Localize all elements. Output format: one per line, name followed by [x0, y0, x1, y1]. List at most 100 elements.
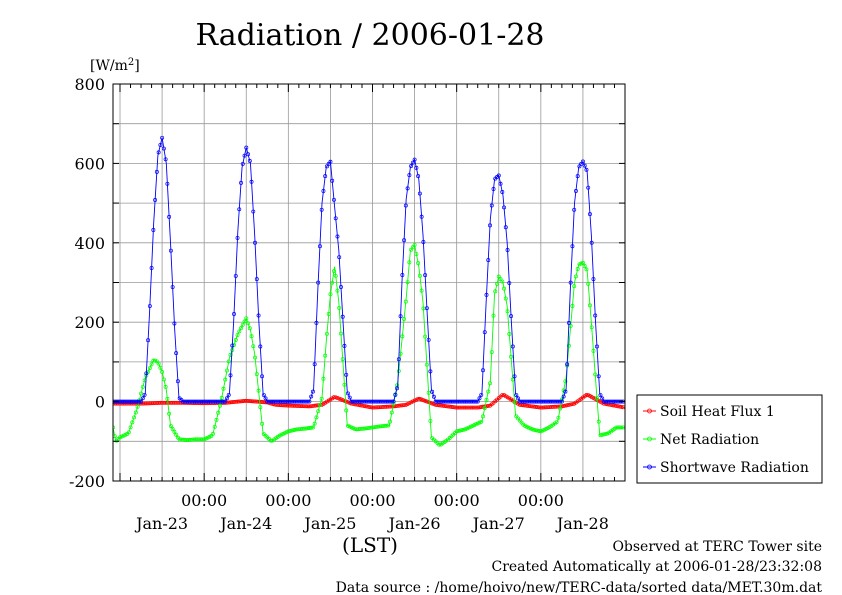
series-point — [314, 415, 319, 420]
series-point — [524, 403, 529, 408]
series-point — [235, 333, 240, 337]
series-point — [479, 392, 484, 397]
series-point — [170, 426, 175, 431]
series-point — [596, 419, 601, 424]
x-date-label: Jan-28 — [555, 514, 609, 533]
series-point — [565, 362, 570, 367]
series-point — [347, 395, 352, 400]
series-point — [312, 421, 317, 426]
series-point — [423, 334, 428, 339]
series-point — [212, 424, 217, 429]
series-point — [168, 248, 173, 253]
series-point — [584, 167, 589, 172]
series-point — [484, 397, 489, 402]
grid — [113, 83, 625, 482]
series-point — [412, 242, 417, 247]
series-point — [563, 403, 568, 408]
series-point — [363, 404, 368, 409]
series-point — [593, 372, 598, 377]
x-date-label: Jan-25 — [302, 514, 356, 533]
series-point — [156, 361, 161, 366]
series-point — [346, 400, 350, 405]
series-point — [405, 280, 410, 285]
series-point — [161, 377, 166, 382]
series-point — [600, 396, 605, 401]
series-point — [375, 424, 380, 429]
series-point — [133, 410, 138, 415]
series-point — [260, 421, 265, 426]
series-point — [324, 331, 329, 336]
series-point — [305, 399, 310, 404]
series-point — [488, 381, 492, 386]
series-point — [146, 338, 151, 343]
series-point — [340, 314, 345, 319]
series-point — [226, 392, 231, 397]
series-point — [228, 373, 233, 378]
series-point — [580, 159, 585, 164]
series-point — [417, 273, 422, 278]
series-point — [402, 238, 407, 243]
series-point — [577, 164, 582, 169]
series-point — [500, 393, 505, 397]
series-point — [309, 425, 314, 430]
y-tick-label: 200 — [74, 313, 105, 332]
series-point — [395, 403, 400, 408]
series-point — [353, 402, 357, 407]
series-point — [253, 240, 258, 245]
series-point — [126, 430, 131, 435]
series-point — [149, 266, 154, 270]
series-point — [565, 403, 570, 408]
series-point — [619, 425, 624, 430]
series-point — [319, 396, 324, 401]
series-point — [261, 393, 266, 397]
series-point — [361, 403, 366, 408]
series-point — [582, 163, 587, 168]
series-point — [454, 429, 459, 434]
series-point — [580, 260, 585, 265]
series-point — [374, 424, 378, 429]
series-point — [396, 403, 401, 408]
series-point — [591, 348, 596, 353]
series-point — [414, 252, 419, 256]
series-point — [335, 234, 340, 239]
series-point — [153, 198, 158, 202]
y-ticks: 800 600 400 200 0 -200 — [69, 75, 625, 491]
series-point — [211, 431, 215, 436]
series-point — [309, 394, 314, 399]
series-point — [344, 372, 349, 377]
series-point — [407, 260, 412, 265]
series-point — [503, 225, 508, 230]
legend-label: Shortwave Radiation — [660, 460, 809, 476]
x-tick-time-label: 00:00 — [349, 491, 395, 510]
series-point — [249, 334, 254, 339]
series-point — [174, 432, 179, 437]
series-point — [167, 411, 172, 416]
series-point — [244, 145, 249, 150]
series-point — [161, 146, 166, 151]
series-point — [389, 399, 394, 404]
series-point — [512, 400, 517, 405]
series-point — [200, 437, 205, 442]
series-point — [582, 264, 587, 268]
series-point — [346, 391, 350, 396]
series-point — [559, 399, 564, 404]
series-point — [246, 321, 250, 326]
series-point — [533, 404, 538, 409]
series-point — [584, 267, 589, 272]
series-point — [460, 428, 464, 433]
series-point — [156, 150, 161, 155]
series-point — [416, 396, 421, 401]
x-axis-label: (LST) — [342, 533, 398, 557]
series-point — [481, 368, 485, 373]
series-point — [486, 403, 491, 408]
x-tick-time-label: 00:00 — [434, 491, 480, 510]
series-point — [396, 357, 401, 362]
series-point — [344, 408, 349, 413]
series-point — [219, 395, 224, 400]
series-point — [491, 313, 496, 318]
x-date-label: Jan-24 — [218, 514, 272, 533]
series-point — [305, 426, 310, 431]
footer-created: Created Automatically at 2006-01-28/23:3… — [491, 559, 822, 575]
series-point — [421, 398, 426, 403]
